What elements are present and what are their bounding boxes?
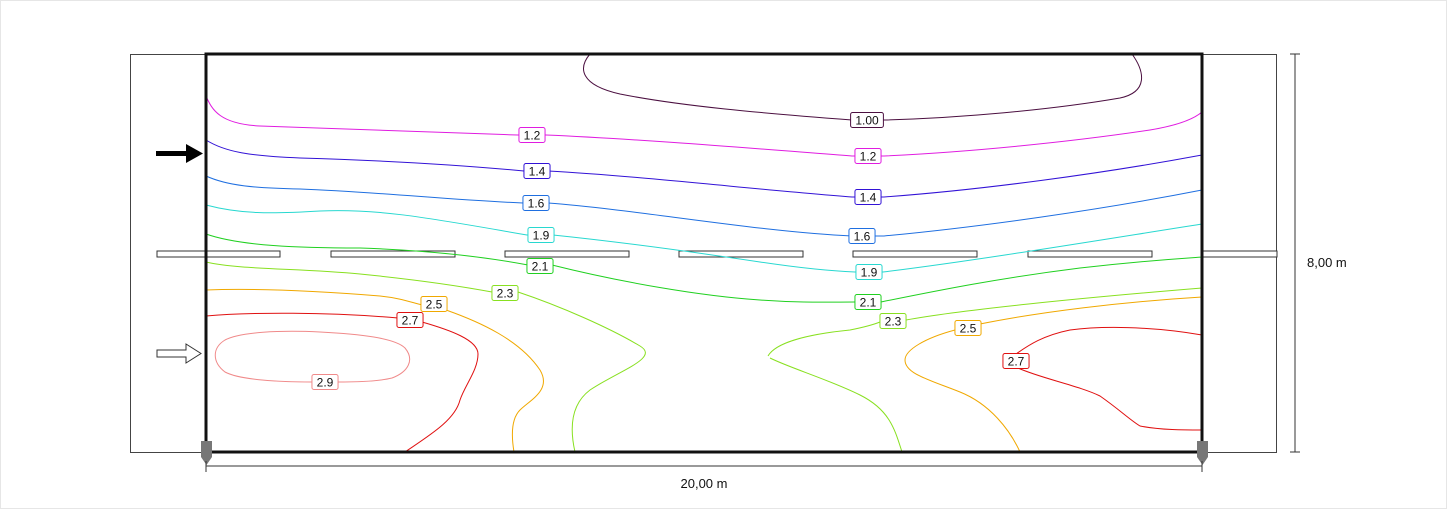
- contour-line-2.7: [205, 312, 479, 453]
- contour-label-text: 2.1: [860, 295, 877, 309]
- contour-label-box: [491, 285, 519, 301]
- contour-label-box: [527, 227, 555, 243]
- contour-label: 1.6: [522, 195, 550, 211]
- contour-label: 1.2: [518, 127, 546, 143]
- contour-label-box: [854, 189, 882, 205]
- window-pane: [156, 250, 281, 258]
- contour-line-1.2: [205, 95, 1203, 157]
- arrow-right-outline-icon: [156, 343, 202, 364]
- contour-label: 2.3: [879, 313, 907, 329]
- contour-label-box: [1002, 353, 1030, 369]
- contour-label-box: [855, 264, 883, 280]
- contour-label-text: 2.5: [426, 297, 443, 311]
- contour-line-1.6: [205, 175, 1203, 237]
- contour-line-2.7b: [1015, 326, 1203, 431]
- width-dimension-label: 20,00 m: [681, 476, 728, 491]
- contour-label: 1.6: [848, 228, 876, 244]
- contour-label-box: [954, 320, 982, 336]
- contour-label-box: [396, 312, 424, 328]
- contour-label-box: [854, 294, 882, 310]
- contour-line-1.00: [583, 53, 1143, 121]
- contour-label: 2.7: [1002, 353, 1030, 369]
- contour-label-text: 1.4: [529, 164, 546, 178]
- contour-label-text: 1.6: [854, 229, 871, 243]
- contour-label-box: [420, 296, 448, 312]
- contour-label-text: 1.2: [860, 149, 877, 163]
- contour-label-box: [526, 258, 554, 274]
- height-dimension-label: 8,00 m: [1307, 255, 1347, 270]
- arrow-right-filled-icon: [156, 144, 203, 163]
- contour-label: 2.5: [420, 296, 448, 312]
- contour-line-1.9: [205, 204, 1203, 273]
- contour-label: 2.3: [491, 285, 519, 301]
- contour-label-text: 2.3: [885, 314, 902, 328]
- contour-label-box: [850, 112, 884, 128]
- window-pane: [504, 250, 630, 258]
- contour-label: 2.1: [854, 294, 882, 310]
- contour-label-box: [518, 127, 546, 143]
- width-dimension-line: [205, 461, 1203, 472]
- contour-line-2.1: [205, 233, 1203, 303]
- contour-label: 2.5: [954, 320, 982, 336]
- window-pane: [852, 250, 978, 258]
- contour-line-2.9: [214, 330, 410, 383]
- contour-line-2.5: [205, 288, 544, 453]
- contour-label-text: 2.9: [317, 375, 334, 389]
- contour-line-2.3b: [767, 287, 1203, 453]
- contour-label-text: 2.3: [497, 286, 514, 300]
- contour-label: 1.9: [855, 264, 883, 280]
- contour-label-text: 1.4: [860, 190, 877, 204]
- height-dimension-line: [1290, 53, 1300, 453]
- contour-label: 2.1: [526, 258, 554, 274]
- contour-label-text: 2.7: [1008, 354, 1025, 368]
- contour-label: 1.2: [854, 148, 882, 164]
- contour-label-text: 2.5: [960, 321, 977, 335]
- contour-label: 1.9: [527, 227, 555, 243]
- room-outline: [204, 52, 1204, 454]
- contour-label-text: 1.9: [861, 265, 878, 279]
- contour-line-2.3: [205, 261, 646, 453]
- contour-label-text: 1.6: [528, 196, 545, 210]
- contour-label: 2.7: [396, 312, 424, 328]
- contour-label-box: [311, 374, 339, 390]
- contour-label-box: [848, 228, 876, 244]
- contour-label-text: 1.00: [855, 113, 879, 127]
- contour-label: 1.4: [523, 163, 551, 179]
- window-pane: [1027, 250, 1153, 258]
- contour-label-text: 2.1: [532, 259, 549, 273]
- window-pane: [678, 250, 804, 258]
- window-pane: [330, 250, 456, 258]
- contour-line-2.5b: [904, 296, 1203, 453]
- contour-label-box: [523, 163, 551, 179]
- contour-label-text: 2.7: [402, 313, 419, 327]
- contour-label: 2.9: [311, 374, 339, 390]
- contour-label-box: [879, 313, 907, 329]
- contour-label-box: [522, 195, 550, 211]
- window-pane: [1201, 250, 1278, 258]
- contour-label-text: 1.2: [524, 128, 541, 142]
- contour-line-1.4: [205, 139, 1203, 198]
- contour-label-box: [854, 148, 882, 164]
- contour-label: 1.4: [854, 189, 882, 205]
- contour-label-text: 1.9: [533, 228, 550, 242]
- contour-label: 1.00: [850, 112, 884, 128]
